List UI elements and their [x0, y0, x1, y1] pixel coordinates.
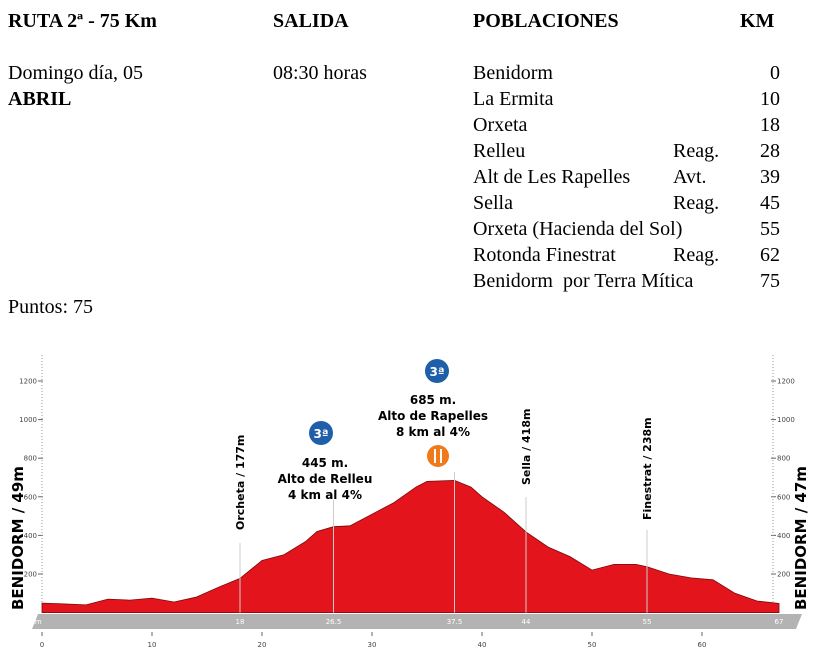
y-tick-label: 600 — [24, 493, 37, 501]
end-label: BENIDORM / 47m — [792, 466, 810, 610]
y-tick-label: 600 — [777, 493, 790, 501]
x-tick-label: 20 — [258, 641, 267, 649]
time: 08:30 horas — [273, 62, 367, 84]
climb-icon-glyph: 3ª — [313, 427, 328, 441]
y-tick-label: 400 — [24, 532, 37, 540]
x-tick-label: 60 — [698, 641, 707, 649]
date: Domingo día, 05 — [8, 62, 143, 84]
town-km: 18 — [760, 114, 780, 136]
town-km: 62 — [760, 244, 780, 266]
feed-icon-glyph — [434, 449, 442, 463]
y-tick-label: 800 — [24, 455, 37, 463]
climb-label: 685 m. — [410, 393, 456, 407]
col-header: KM — [740, 10, 775, 32]
town-note: Reag. — [673, 192, 719, 214]
strip-label: 18 — [236, 618, 245, 626]
strip-label: 26.5 — [326, 618, 342, 626]
x-tick-label: 50 — [588, 641, 597, 649]
town-note: Reag. — [673, 140, 719, 162]
x-tick-label: 0 — [40, 641, 44, 649]
town-name: Benidorm — [473, 62, 553, 84]
town-km: 0 — [770, 62, 780, 84]
climb-icon-glyph: 3ª — [429, 365, 444, 379]
start-label: BENIDORM / 49m — [9, 466, 27, 610]
date: ABRIL — [8, 88, 71, 110]
y-tick-label: 200 — [24, 571, 37, 579]
town-name: Orxeta — [473, 114, 528, 136]
km-strip — [32, 614, 802, 629]
strip-label: 37.5 — [447, 618, 463, 626]
town-km: 75 — [760, 270, 780, 292]
climb-icon — [309, 421, 333, 445]
climb-label: Alto de Rapelles — [378, 409, 488, 423]
route-title: RUTA 2ª - 75 Km — [8, 10, 157, 32]
place-label: Sella / 418m — [520, 409, 533, 485]
town-km: 45 — [760, 192, 780, 214]
points: Puntos: 75 — [8, 296, 93, 318]
town-name: La Ermita — [473, 88, 554, 110]
climb-label: Alto de Relleu — [278, 472, 373, 486]
place-label: Orcheta / 177m — [234, 435, 247, 530]
y-tick-label: 400 — [777, 532, 790, 540]
col-header: POBLACIONES — [473, 10, 619, 32]
place-label: Finestrat / 238m — [641, 417, 654, 520]
strip-label: 67 — [775, 618, 784, 626]
town-km: 39 — [760, 166, 780, 188]
y-tick-label: 200 — [777, 571, 790, 579]
y-tick-label: 1200 — [19, 378, 37, 386]
town-name: Orxeta (Hacienda del Sol) — [473, 218, 682, 240]
y-tick-label: 1200 — [777, 378, 795, 386]
strip-label: 55 — [643, 618, 652, 626]
y-tick-label: 800 — [777, 455, 790, 463]
elevation-area — [41, 479, 780, 613]
climb-label: 445 m. — [302, 456, 348, 470]
climb-label: 8 km al 4% — [396, 425, 470, 439]
y-tick-label: 1000 — [777, 416, 795, 424]
town-name: Rotonda Finestrat — [473, 244, 616, 266]
town-name: Relleu — [473, 140, 525, 162]
town-name: Benidorm por Terra Mítica — [473, 270, 694, 292]
x-tick-label: 10 — [148, 641, 157, 649]
col-header: SALIDA — [273, 10, 349, 32]
town-note: Avt. — [673, 166, 707, 188]
x-tick-label: 40 — [478, 641, 487, 649]
climb-icon — [425, 359, 449, 383]
town-name: Sella — [473, 192, 513, 214]
strip-label: 44 — [522, 618, 531, 626]
town-km: 28 — [760, 140, 780, 162]
town-note: Reag. — [673, 244, 719, 266]
x-tick-label: 30 — [368, 641, 377, 649]
town-name: Alt de Les Rapelles — [473, 166, 630, 188]
feed-icon — [427, 445, 449, 467]
town-km: 10 — [760, 88, 780, 110]
town-km: 55 — [760, 218, 780, 240]
strip-label: Km — [30, 618, 42, 626]
climb-label: 4 km al 4% — [288, 488, 362, 502]
y-tick-label: 1000 — [19, 416, 37, 424]
